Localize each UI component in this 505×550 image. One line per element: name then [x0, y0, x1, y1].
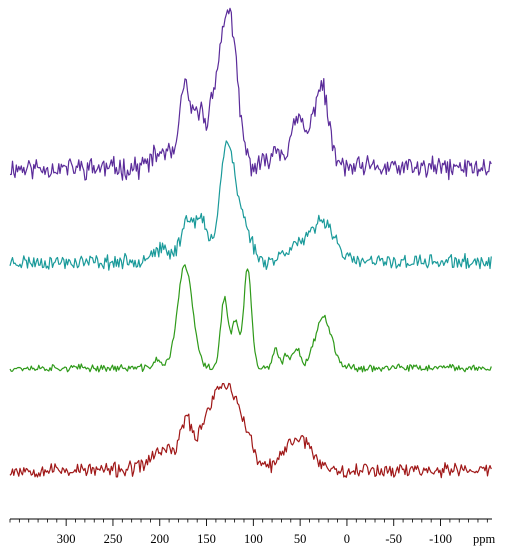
x-axis-unit-label: ppm [473, 532, 496, 546]
tick-label: 200 [150, 532, 169, 546]
tick-label: 250 [104, 532, 123, 546]
tick-label: 150 [197, 532, 216, 546]
tick-label: 300 [57, 532, 76, 546]
x-axis-minor-ticks [9, 519, 488, 523]
spectra-layer [9, 7, 492, 479]
tick-label: 100 [244, 532, 263, 546]
spectrum-trace-2 [9, 140, 492, 271]
tick-label: -50 [385, 532, 402, 546]
spectrum-trace-4 [9, 382, 492, 479]
x-axis-tick-labels: 300 250 200 150 100 50 0 -50 -100 [57, 532, 452, 546]
tick-label: 50 [294, 532, 307, 546]
x-axis: 300 250 200 150 100 50 0 -50 -100 ppm [9, 518, 496, 546]
spectrum-trace-1 [9, 7, 492, 181]
tick-label: -100 [429, 532, 452, 546]
x-axis-major-ticks [65, 519, 441, 526]
tick-label: 0 [344, 532, 350, 546]
spectrum-trace-3 [9, 264, 492, 373]
